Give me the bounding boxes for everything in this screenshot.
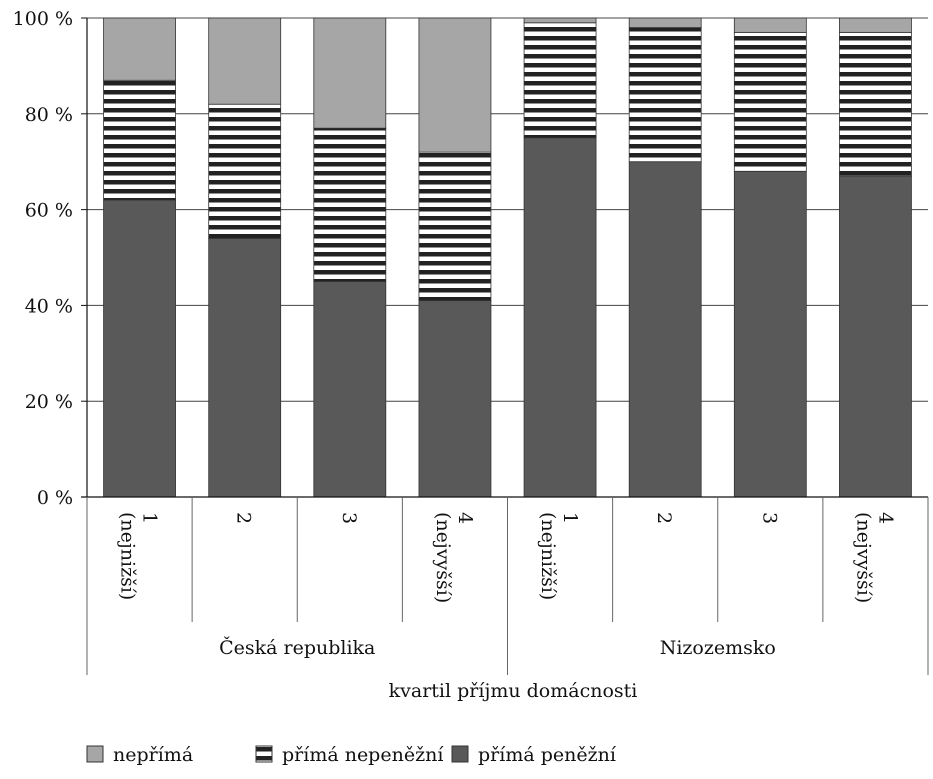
x-tick-label: 2 <box>233 512 255 524</box>
bar-segment-prima-penezni <box>839 175 912 498</box>
x-tick-label-line: 4 <box>454 512 476 524</box>
y-tick-label: 80 % <box>25 104 73 126</box>
bar-segment-neprima <box>418 17 492 153</box>
x-tick-label: 1(nejnižší) <box>537 512 581 600</box>
x-tick-label-line: 4 <box>874 512 896 524</box>
legend: nepřímá přímá nepeněžní přímá peněžní <box>86 744 617 766</box>
x-tick-label: 3 <box>338 512 360 524</box>
x-tick-label-line: (nejvyšší) <box>432 512 454 603</box>
bar-segment-prima-penezni <box>313 281 387 498</box>
bars <box>103 17 912 498</box>
bar-segment-neprima <box>523 17 597 24</box>
bar-segment-prima-nepenezni <box>418 151 492 302</box>
legend-label: nepřímá <box>113 744 193 766</box>
bar-segment-prima-nepenezni <box>839 31 912 177</box>
bar-segment-prima-nepenezni <box>628 27 702 163</box>
x-tick-label-line: (nejvyšší) <box>852 512 874 603</box>
bar-segment-prima-nepenezni <box>523 22 597 139</box>
x-tick-label: 4(nejvyšší) <box>432 512 476 603</box>
bar-segment-neprima <box>628 17 702 28</box>
bar-segment-neprima <box>313 17 387 129</box>
bar-segment-prima-penezni <box>208 237 282 498</box>
legend-label: přímá peněžní <box>478 744 617 766</box>
y-tick-label: 40 % <box>25 295 73 317</box>
axes <box>81 17 929 675</box>
bar-segment-prima-nepenezni <box>733 31 807 172</box>
x-tick-label-line: 2 <box>653 512 675 524</box>
bar-segment-prima-penezni <box>103 199 176 498</box>
x-group-label: Česká republika <box>219 636 375 659</box>
x-tick-label: 1(nejnižší) <box>117 512 161 600</box>
bar-segment-neprima <box>208 17 282 105</box>
x-tick-label-line: 1 <box>139 512 161 524</box>
x-tick-label: 4(nejvyšší) <box>852 512 896 603</box>
legend-label: přímá nepeněžní <box>282 744 444 766</box>
legend-swatch <box>451 745 469 763</box>
bar-segment-prima-nepenezni <box>208 103 282 239</box>
tick-labels: 0 % 20 % 40 % 60 % 80 % 100 % <box>13 8 73 509</box>
x-axis-title: kvartil příjmu domácnosti <box>389 680 638 702</box>
legend-swatch <box>86 745 104 763</box>
bar-segment-prima-penezni <box>418 300 492 498</box>
x-tick-label-line: 3 <box>338 512 360 524</box>
bar-segment-prima-nepenezni <box>103 79 176 201</box>
y-tick-label: 0 % <box>37 487 73 509</box>
x-tick-label-line: (nejnižší) <box>117 512 139 600</box>
y-tick-label: 20 % <box>25 391 73 413</box>
x-tick-label-line: 2 <box>233 512 255 524</box>
bar-segment-neprima <box>103 17 176 81</box>
bar-segment-prima-penezni <box>628 161 702 498</box>
bar-segment-prima-penezni <box>523 137 597 498</box>
x-group-label: Nizozemsko <box>660 637 776 659</box>
x-tick-label-line: (nejnižší) <box>537 512 559 600</box>
x-category-labels: 1(nejnižší) 2 3 4(nejvyšší) 1(nejnižší) 2 3 4(n… <box>117 512 897 659</box>
x-tick-label: 3 <box>758 512 780 524</box>
y-tick-label: 100 % <box>13 8 73 30</box>
x-tick-label: 2 <box>653 512 675 524</box>
x-tick-label-line: 1 <box>559 512 581 524</box>
legend-swatch <box>255 745 273 763</box>
y-tick-label: 60 % <box>25 200 73 222</box>
bar-segment-neprima <box>733 17 807 33</box>
bar-segment-prima-nepenezni <box>313 127 387 282</box>
bar-segment-neprima <box>839 17 912 33</box>
bar-segment-prima-penezni <box>733 170 807 498</box>
x-tick-label-line: 3 <box>758 512 780 524</box>
